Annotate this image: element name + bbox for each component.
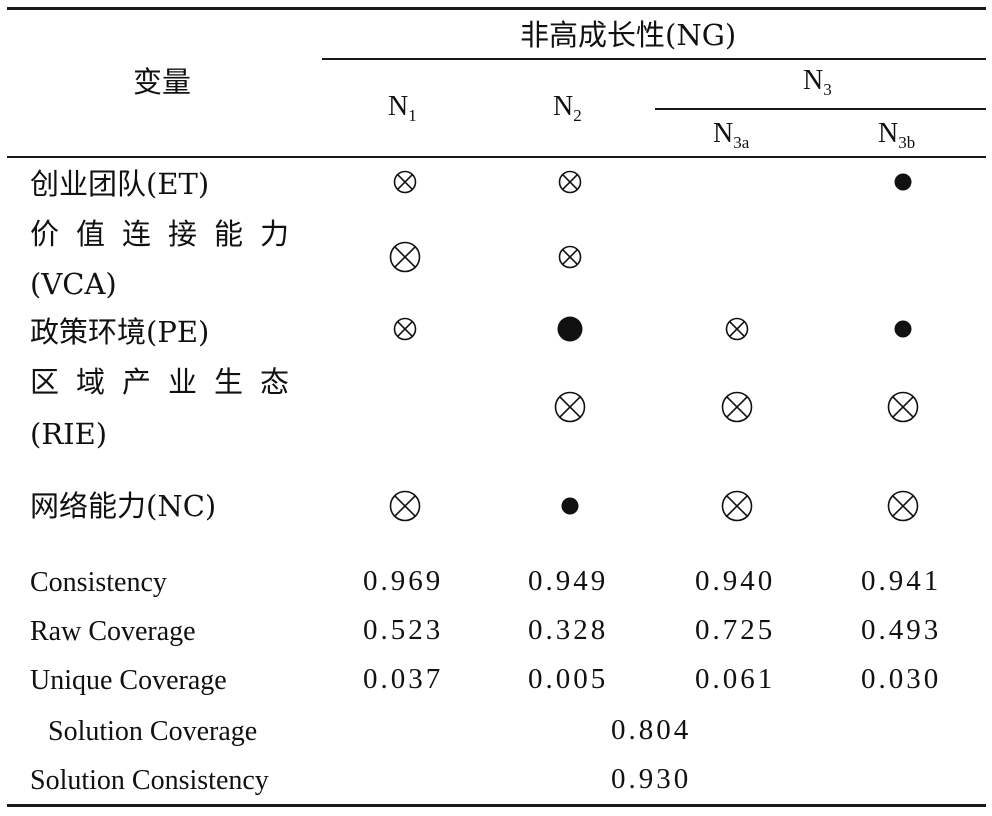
solution-consistency-value: 0.930: [611, 763, 692, 795]
stat-value: 0.969: [363, 565, 444, 597]
stat-value: 0.941: [861, 565, 942, 597]
row-label-pe: 政策环境(PE): [30, 315, 210, 349]
stat-value: 0.523: [363, 614, 444, 646]
filled-circle-small-icon: [894, 173, 912, 195]
stat-value: 0.030: [861, 663, 942, 695]
filled-circle-small-icon: [561, 497, 579, 519]
col-header-n3: N3: [803, 65, 832, 99]
group-header: 非高成长性(NG): [520, 18, 737, 52]
circled-x-large-icon: [721, 490, 753, 526]
row-label-rie-line1: 区域产业生态: [30, 365, 307, 399]
circled-x-small-icon: [558, 170, 582, 198]
group-rule: [322, 58, 986, 60]
circled-x-small-icon: [393, 170, 417, 198]
circled-x-large-icon: [389, 490, 421, 526]
row-label-rie-line2: (RIE): [30, 417, 108, 451]
col-header-n2: N2: [553, 91, 582, 125]
circled-x-large-icon: [389, 241, 421, 277]
stat-label-raw-coverage: Raw Coverage: [30, 616, 196, 647]
stat-value: 0.725: [695, 614, 776, 646]
top-rule: [7, 7, 986, 10]
stat-value: 0.005: [528, 663, 609, 695]
stat-label-consistency: Consistency: [30, 567, 167, 598]
circled-x-small-icon: [725, 317, 749, 345]
row-label-et: 创业团队(ET): [30, 167, 210, 201]
stat-value: 0.037: [363, 663, 444, 695]
filled-circle-small-icon: [894, 320, 912, 342]
stat-value: 0.328: [528, 614, 609, 646]
stat-value: 0.940: [695, 565, 776, 597]
stat-value: 0.061: [695, 663, 776, 695]
solution-coverage-value: 0.804: [611, 714, 692, 746]
circled-x-small-icon: [558, 245, 582, 273]
row-label-nc: 网络能力(NC): [30, 489, 217, 523]
bottom-rule: [7, 804, 986, 807]
col-header-n3a: N3a: [713, 118, 750, 152]
header-bottom-rule: [7, 156, 986, 158]
col-header-n1: N1: [388, 91, 417, 125]
col-header-n3b: N3b: [878, 118, 916, 152]
stat-value: 0.493: [861, 614, 942, 646]
variable-header: 变量: [133, 65, 192, 99]
circled-x-large-icon: [887, 490, 919, 526]
circled-x-large-icon: [554, 391, 586, 427]
circled-x-large-icon: [721, 391, 753, 427]
stat-value: 0.949: [528, 565, 609, 597]
n3-rule: [655, 108, 986, 110]
solution-consistency-label: Solution Consistency: [30, 765, 269, 796]
stat-label-unique-coverage: Unique Coverage: [30, 665, 227, 696]
row-label-vca-line2: (VCA): [30, 267, 117, 301]
circled-x-large-icon: [887, 391, 919, 427]
row-label-vca-line1: 价值连接能力: [30, 217, 307, 251]
circled-x-small-icon: [393, 317, 417, 345]
filled-circle-large-icon: [557, 316, 583, 346]
solution-coverage-label: Solution Coverage: [48, 716, 258, 747]
